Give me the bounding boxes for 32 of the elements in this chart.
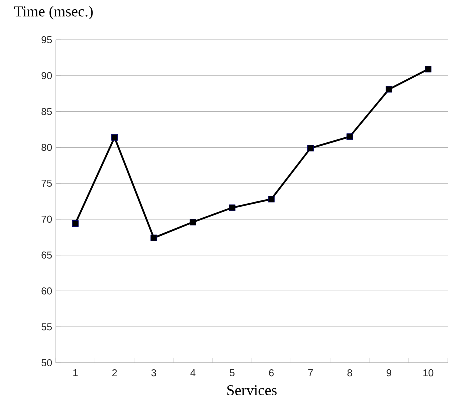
y-tick-label: 85 — [42, 108, 52, 116]
x-tick-label: 10 — [424, 370, 434, 377]
y-tick-label: 60 — [42, 288, 52, 295]
y-tick-label: 50 — [42, 359, 52, 367]
x-tick-label: 8 — [348, 370, 352, 377]
x-tick-label: 7 — [308, 370, 314, 376]
point — [150, 234, 158, 242]
y-tick-label: 75 — [42, 180, 52, 188]
x-tick-label: 6 — [269, 370, 274, 377]
x-tick-label: 9 — [386, 370, 392, 377]
point — [72, 220, 79, 227]
y-tick-label: 95 — [42, 36, 52, 44]
point — [112, 134, 118, 141]
point — [386, 86, 392, 93]
point — [190, 219, 196, 226]
point — [425, 66, 432, 73]
y-tick-label: 90 — [42, 72, 52, 80]
x-tick-label: 3 — [152, 370, 156, 377]
point — [229, 204, 236, 212]
y-tick-label: 65 — [42, 252, 52, 259]
x-tick-label: 2 — [112, 370, 118, 377]
x-tick-label: 1 — [74, 370, 78, 376]
point — [268, 196, 275, 203]
y-tick-label: 70 — [42, 216, 52, 223]
y-axis-title: Time (msec.) — [14, 6, 93, 20]
y-tick-label: 80 — [42, 144, 52, 152]
point — [346, 134, 354, 140]
x-tick-label: 4 — [190, 370, 196, 376]
point — [308, 145, 314, 152]
y-tick-label: 55 — [42, 324, 52, 331]
x-axis-title: Services — [228, 385, 277, 396]
x-tick-label: 5 — [230, 370, 235, 377]
